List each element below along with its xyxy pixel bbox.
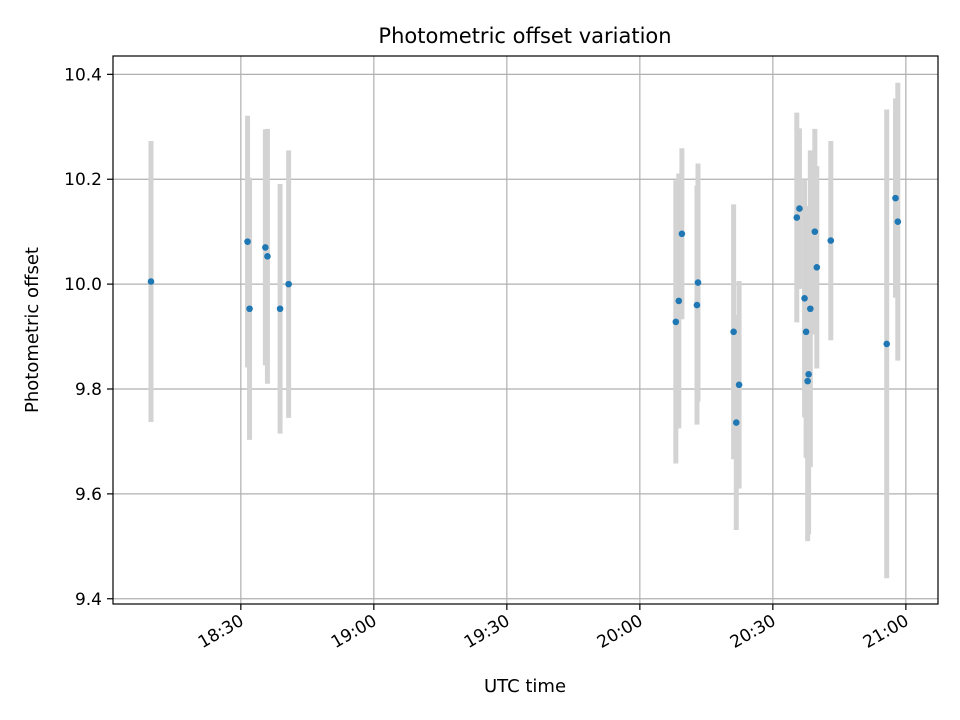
y-tick-label: 10.2 xyxy=(64,170,102,190)
data-point xyxy=(694,279,702,286)
data-point xyxy=(276,305,284,313)
data-point xyxy=(801,294,808,302)
data-point xyxy=(735,381,743,389)
x-axis-label: UTC time xyxy=(484,676,566,697)
data-point xyxy=(730,328,737,336)
data-point xyxy=(264,253,271,260)
y-tick-labels: 9.4 9.6 9.8 10.0 10.2 10.4 xyxy=(64,65,102,609)
x-tick-label: 18:30 xyxy=(195,611,247,653)
data-point xyxy=(793,214,801,221)
data-point xyxy=(894,218,902,226)
data-point xyxy=(672,318,680,326)
data-point xyxy=(796,205,803,212)
plot-frame xyxy=(112,55,939,605)
data-point xyxy=(244,238,251,245)
data-point xyxy=(678,230,686,238)
x-tick-label: 21:00 xyxy=(860,611,912,653)
data-point xyxy=(804,377,811,385)
data-point xyxy=(732,419,740,426)
x-tick-label: 20:30 xyxy=(727,611,779,653)
y-tick-label: 9.6 xyxy=(75,485,102,505)
x-tick-label: 20:00 xyxy=(594,611,646,653)
x-tick-labels: 18:30 19:00 19:30 20:00 20:30 21:00 xyxy=(195,611,912,653)
data-point xyxy=(285,280,292,288)
data-point xyxy=(675,297,683,305)
chart-title: Photometric offset variation xyxy=(378,24,671,48)
data-point xyxy=(892,194,899,202)
y-tick-label: 9.8 xyxy=(75,380,102,400)
data-point xyxy=(147,278,155,285)
x-tick-label: 19:30 xyxy=(461,611,513,653)
error-bars xyxy=(148,82,901,579)
data-point xyxy=(813,264,821,271)
data-point xyxy=(805,371,812,378)
data-point xyxy=(246,305,253,313)
data-point xyxy=(883,340,891,348)
y-tick-label: 10.0 xyxy=(64,275,102,295)
y-tick-label: 9.4 xyxy=(75,590,102,610)
data-point xyxy=(827,237,835,244)
x-tick-label: 19:00 xyxy=(328,611,380,653)
axis-ticks xyxy=(107,73,907,610)
data-point xyxy=(807,305,814,313)
data-point xyxy=(262,244,269,251)
data-point xyxy=(811,228,819,235)
y-axis-label: Photometric offset xyxy=(22,247,43,413)
data-points xyxy=(147,194,902,426)
y-tick-label: 10.4 xyxy=(64,65,102,85)
data-point xyxy=(802,328,810,336)
data-point xyxy=(693,301,701,309)
